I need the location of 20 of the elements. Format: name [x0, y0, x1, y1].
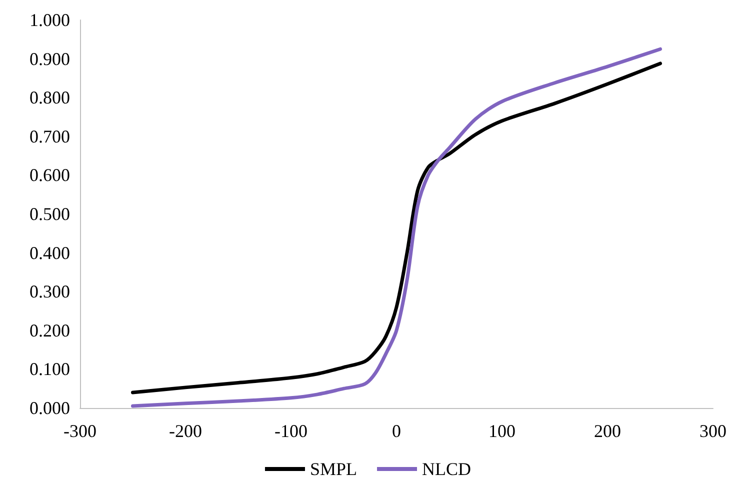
- y-tick-label: 0.800: [30, 88, 70, 108]
- y-tick-label: 0.300: [30, 282, 70, 302]
- y-tick-label: 0.600: [30, 165, 70, 186]
- y-tick-label: 0.700: [30, 126, 70, 146]
- x-tick-label: 100: [488, 421, 516, 441]
- legend-label: SMPL: [310, 459, 358, 479]
- legend-label: NLCD: [422, 459, 472, 479]
- y-tick-label: 0.900: [30, 48, 70, 69]
- x-tick-label: -100: [274, 421, 308, 441]
- y-tick-label: 0.000: [30, 398, 70, 418]
- y-tick-label: 0.400: [30, 242, 70, 263]
- y-tick-label: 0.500: [30, 204, 70, 224]
- y-tick-label: 0.200: [30, 320, 70, 340]
- x-tick-label: -200: [169, 421, 202, 441]
- y-tick-label: 0.100: [30, 359, 70, 380]
- y-tick-label: 1.000: [30, 10, 70, 30]
- x-tick-label: 200: [594, 421, 621, 441]
- x-tick-label: 300: [700, 421, 726, 441]
- x-tick-label: 0: [392, 421, 401, 441]
- x-tick-label: -300: [64, 421, 96, 441]
